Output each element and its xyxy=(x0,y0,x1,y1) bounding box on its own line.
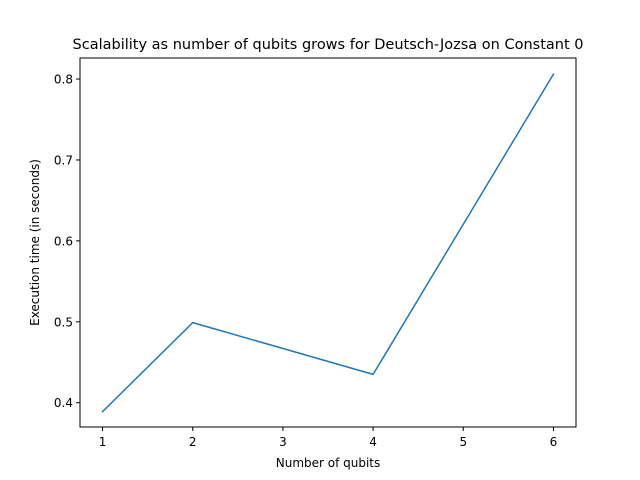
chart-title: Scalability as number of qubits grows fo… xyxy=(73,37,584,53)
x-tick-label: 4 xyxy=(369,435,377,449)
y-tick-label: 0.5 xyxy=(54,315,73,329)
y-tick-label: 0.8 xyxy=(54,73,73,87)
plot-area-frame xyxy=(79,57,577,428)
x-axis-ticks: 1 2 3 4 5 6 xyxy=(99,427,558,449)
x-tick-label: 1 xyxy=(99,435,107,449)
y-tick-label: 0.6 xyxy=(54,234,73,248)
series-line xyxy=(101,73,555,413)
x-tick-label: 3 xyxy=(279,435,287,449)
x-tick-label: 5 xyxy=(459,435,467,449)
y-axis-ticks: 0.4 0.5 0.6 0.7 0.8 xyxy=(54,73,80,410)
series-layer xyxy=(101,73,555,413)
y-tick-label: 0.7 xyxy=(54,153,73,167)
y-tick-label: 0.4 xyxy=(54,396,73,410)
x-tick-label: 2 xyxy=(189,435,197,449)
x-tick-label: 6 xyxy=(550,435,558,449)
y-axis-label: Execution time (in seconds) xyxy=(28,159,42,326)
x-axis-label: Number of qubits xyxy=(276,456,381,470)
